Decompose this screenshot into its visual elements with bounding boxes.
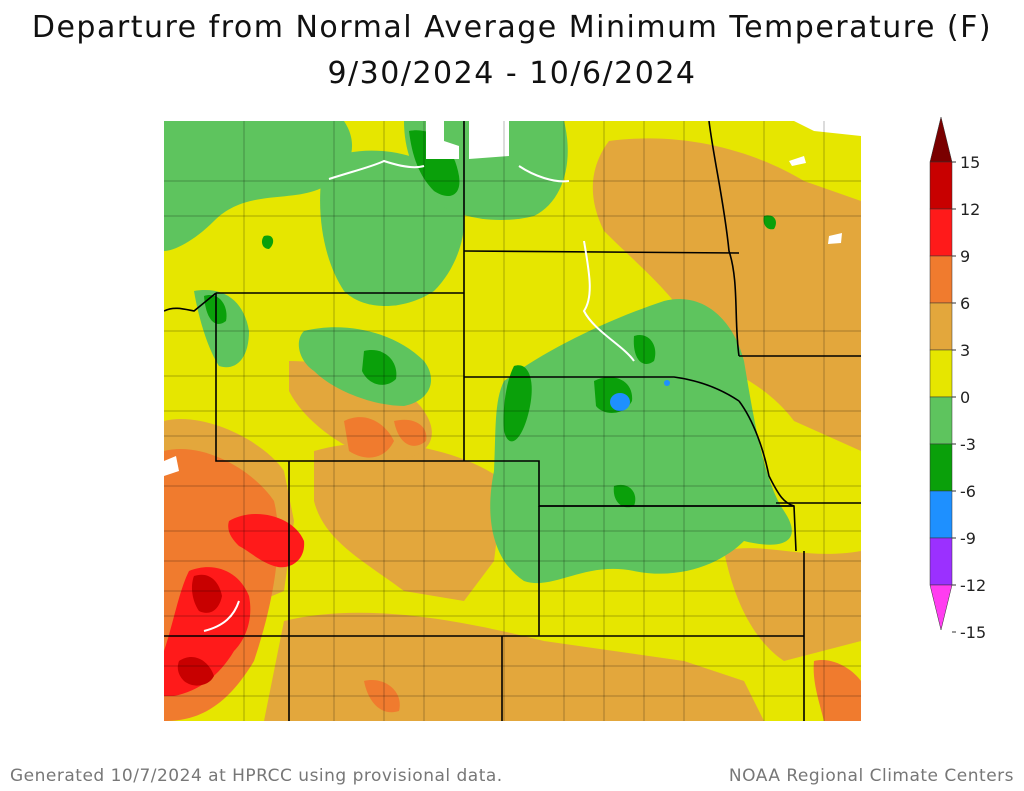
no-data-areas bbox=[164, 121, 861, 476]
legend-label: 6 bbox=[960, 294, 970, 313]
temperature-departure-map bbox=[164, 121, 861, 721]
legend-label: -3 bbox=[960, 435, 976, 454]
dark-red-region bbox=[177, 574, 222, 686]
legend-label: -12 bbox=[960, 576, 986, 595]
county-lines bbox=[164, 121, 861, 721]
legend-bin bbox=[929, 490, 953, 539]
legend-bin bbox=[929, 302, 953, 351]
legend-bin bbox=[929, 396, 953, 445]
legend-bin bbox=[929, 116, 953, 163]
source-credit: NOAA Regional Climate Centers bbox=[728, 766, 1014, 786]
legend-bin bbox=[929, 584, 953, 631]
legend-label: 9 bbox=[960, 247, 970, 266]
legend-bin bbox=[929, 255, 953, 304]
legend-label: -9 bbox=[960, 529, 976, 548]
dark-green-region bbox=[204, 130, 776, 508]
legend-label: -15 bbox=[960, 623, 986, 642]
generated-note: Generated 10/7/2024 at HPRCC using provi… bbox=[10, 766, 503, 786]
map-title: Departure from Normal Average Minimum Te… bbox=[31, 10, 993, 45]
rivers bbox=[203, 159, 635, 632]
blue-region bbox=[610, 380, 670, 411]
legend-bin bbox=[929, 537, 953, 586]
color-legend: 15 12 9 6 3 0 -3 -6 -9 -12 -15 bbox=[929, 116, 986, 642]
legend-label: 0 bbox=[960, 388, 970, 407]
legend-label: -6 bbox=[960, 482, 976, 501]
legend-label: 12 bbox=[960, 200, 980, 219]
legend-bin bbox=[929, 349, 953, 398]
legend-bin bbox=[929, 161, 953, 210]
legend-bin bbox=[929, 208, 953, 257]
legend-label: 15 bbox=[960, 153, 980, 172]
legend-label: 3 bbox=[960, 341, 970, 360]
map-subtitle: 9/30/2024 - 10/6/2024 bbox=[327, 56, 697, 91]
legend-bin bbox=[929, 443, 953, 492]
